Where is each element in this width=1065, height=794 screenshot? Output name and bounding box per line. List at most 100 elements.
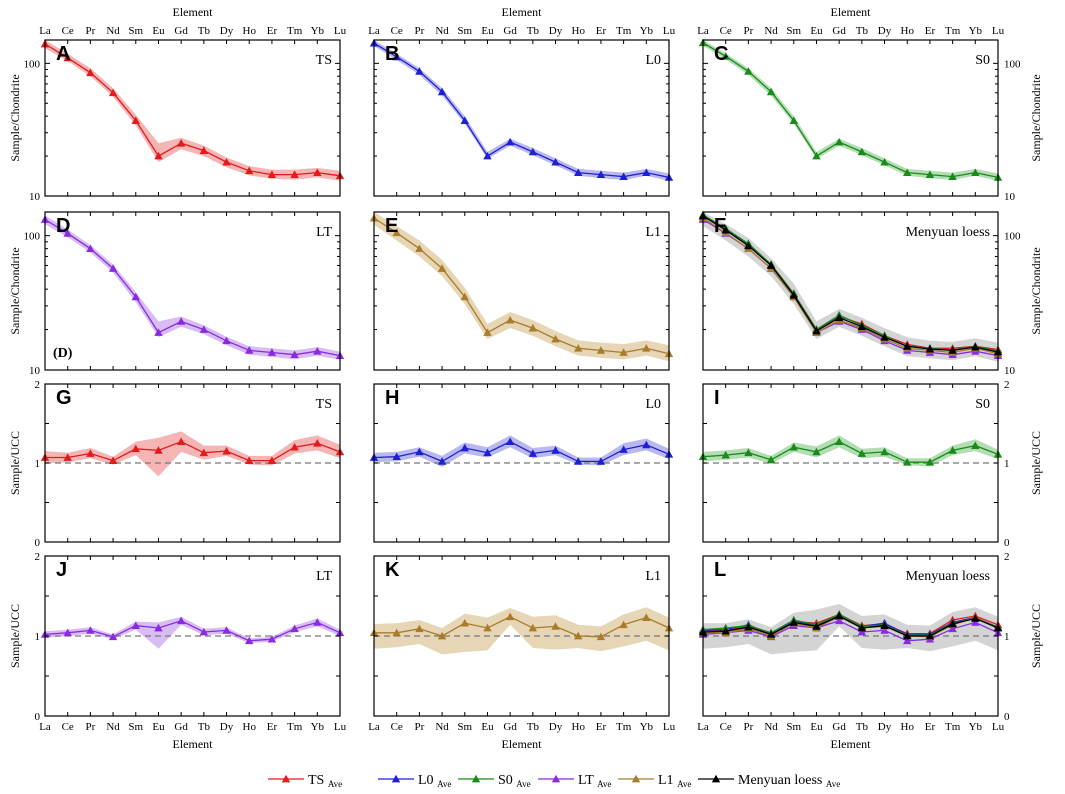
band-l1 [374,212,669,362]
data-point [313,618,322,626]
x-tick-label: Pr [414,721,424,733]
panel-title: TS [316,397,332,412]
panel-A: La Ce Pr Nd Sm Eu Gd Tb Dy Ho Er Tm Yb Lu Element 10 100… [8,5,347,203]
data-point [834,313,844,322]
series-line-s0 [702,613,999,636]
plot-frame [44,39,341,197]
panel-title: L0 [645,53,661,68]
x-tick-label: Ho [901,25,915,37]
data-point [392,52,401,61]
data-point [86,626,95,634]
legend: TS Ave L0 Ave S0 Ave LT Ave L1 Ave Menyuan lo… [268,773,840,789]
y-tick-label: 1 [35,631,41,643]
x-tick-label: Er [596,721,607,733]
data-point [245,636,254,645]
data-point [131,444,140,453]
x-tick-label: Tm [287,721,303,733]
x-tick-label: Tb [856,721,869,733]
data-point [505,137,515,146]
data-point [574,457,583,465]
data-point [505,315,515,324]
panel-title: L0 [645,397,661,412]
x-axis-title: Element [831,5,872,19]
panel-C: La Ce Pr Nd Sm Eu Gd Tb Dy Ho Er Tm Yb Lu Element 10 100… [697,5,1043,203]
data-point [619,172,628,180]
data-point [108,632,118,641]
x-tick-label: Yb [311,721,325,733]
x-tick-label: Nd [106,721,120,733]
x-tick-label: Ho [572,25,586,37]
x-tick-label: Pr [743,25,753,37]
y-tick-label: 2 [1004,551,1010,563]
data-point [392,228,401,237]
data-point [744,623,753,631]
x-tick-label: Ce [391,25,403,37]
data-point [528,147,538,156]
data-point [789,116,798,124]
data-point [596,346,606,354]
y-axis-title: Sample/UCC [8,431,22,495]
panel-L: La Ce Pr Nd Sm Eu Gd Tb Dy Ho Er Tm Yb Lu Element 0 1 2 Sa… [697,551,1043,751]
data-point [551,334,560,343]
data-point [131,621,140,629]
data-point [313,439,322,447]
x-tick-label: Tb [527,25,540,37]
x-tick-label: Pr [414,25,424,37]
data-point [551,622,560,630]
data-point [948,619,957,628]
y-tick-label: 100 [1004,58,1021,70]
data-point [290,443,299,451]
data-point [505,437,515,446]
data-point [812,151,821,160]
data-point [812,447,821,456]
x-tick-label: Gd [503,25,517,37]
data-point [574,168,583,177]
data-point [880,157,889,166]
y-tick-label: 0 [35,537,41,549]
y-axis-title: Sample/Chondrite [1029,247,1043,334]
x-tick-label: Nd [764,25,778,37]
data-point [415,244,424,253]
plot-frame [702,211,999,371]
data-point [86,449,95,457]
x-tick-label: Tb [198,25,211,37]
data-point [528,623,538,632]
legend-label-l0: L0 Ave [418,773,451,789]
series-line-menyuan [702,615,999,637]
data-point [245,346,254,354]
panel-letter: K [385,559,400,581]
legend-label-menyuan: Menyuan loess Ave [738,773,840,789]
data-point [108,88,118,97]
data-point [108,456,118,464]
data-point [199,627,209,636]
y-axis-title: Sample/Chondrite [8,74,22,161]
x-tick-label: Dy [220,25,234,37]
data-point [63,229,72,237]
x-tick-label: Tb [856,25,869,37]
band-menyuan [703,604,998,655]
series-line-l0 [373,42,670,179]
data-point [267,170,277,178]
band-ts [45,431,340,477]
panel-note: (D) [53,346,73,361]
x-tick-label: Eu [152,25,165,37]
legend-label-lt: LT Ave [578,773,611,789]
data-point [392,452,401,461]
data-point [154,623,163,632]
x-tick-label: Dy [549,25,563,37]
y-tick-label: 2 [1004,379,1010,391]
data-point [574,631,583,640]
series-line-s0 [702,440,999,463]
x-tick-label: Dy [878,721,892,733]
data-point [766,261,776,269]
panel-title: Menyuan loess [906,225,990,240]
x-tick-label: Yb [969,25,983,37]
x-tick-label: La [697,25,709,37]
data-point [903,458,912,466]
x-tick-label: Gd [174,25,188,37]
panel-title: LT [316,569,332,584]
data-point [971,618,980,626]
legend-marker-ts [281,774,291,783]
series-line-ts [44,43,341,177]
data-point [460,619,469,627]
